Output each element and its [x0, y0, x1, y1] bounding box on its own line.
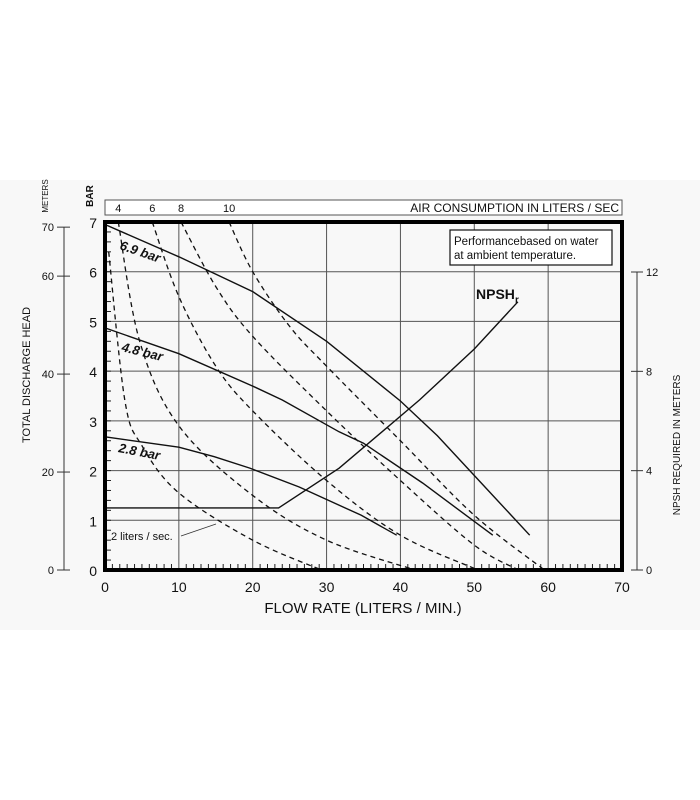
x-tick-label: 50: [466, 579, 482, 595]
x-tick-label: 0: [101, 579, 109, 595]
top-axis-title: AIR CONSUMPTION IN LITERS / SEC: [410, 201, 619, 215]
air-consumption-curve-10: [228, 221, 545, 571]
label-2-liters-leader: [180, 523, 217, 537]
x-tick-label: 30: [319, 579, 335, 595]
air-consumption-curve-2-liters-sec-: [108, 251, 322, 571]
pressure-curve-4-8-bar: [104, 327, 494, 536]
air-consumption-curve-4: [117, 221, 416, 571]
note-line-2: at ambient temperature.: [454, 250, 576, 262]
x-tick-label: 60: [540, 579, 556, 595]
bar-tick-label: 6: [89, 265, 97, 281]
x-tick-label: 70: [614, 579, 630, 595]
label-2-liters-sec: 2 liters / sec.: [111, 531, 173, 543]
x-tick-label: 10: [171, 579, 187, 595]
npsh-tick-label: 8: [646, 366, 652, 378]
air-consumption-curve-6: [151, 221, 479, 571]
air-tick-label: 6: [149, 203, 155, 215]
air-tick-label: 10: [223, 203, 235, 215]
npsh-tick-label: 12: [646, 267, 658, 279]
npsh-tick-label: 0: [646, 565, 652, 577]
meters-tick-label: 20: [42, 467, 54, 479]
air-consumption-curve-8: [180, 221, 519, 571]
note-line-1: Performancebased on water: [454, 236, 599, 248]
bar-tick-label: 4: [89, 364, 97, 380]
plot-frame: [103, 220, 624, 572]
npsh-label: NPSH: [476, 286, 515, 302]
bar-axis-title: BAR: [85, 184, 96, 206]
pressure-curve-6-9-bar: [104, 223, 531, 536]
note-box: [449, 229, 613, 266]
meters-axis-title: TOTAL DISCHARGE HEAD: [21, 307, 33, 443]
meters-tick-label: 0: [48, 565, 54, 577]
x-tick-label: 40: [393, 579, 409, 595]
bar-tick-label: 2: [89, 464, 97, 480]
pressure-curve-2-8-bar: [104, 436, 398, 536]
bar-tick-label: 3: [89, 414, 97, 430]
air-tick-label: 8: [178, 203, 184, 215]
bar-tick-label: 7: [89, 215, 97, 231]
air-tick-label: 4: [115, 203, 121, 215]
meters-tick-label: 60: [42, 271, 54, 283]
right-axis-title: NPSH REQUIRED IN METERS: [672, 374, 683, 515]
npsh-subscript: r: [515, 295, 519, 306]
air-consumption-axis: [104, 199, 623, 216]
meters-units-label: METERS: [41, 179, 50, 212]
npsh-tick-label: 4: [646, 466, 652, 478]
npsh-curve: [105, 301, 519, 509]
x-tick-label: 20: [245, 579, 261, 595]
meters-tick-label: 40: [42, 369, 54, 381]
x-axis-title: FLOW RATE (LITERS / MIN.): [264, 600, 461, 617]
meters-tick-label: 70: [42, 222, 54, 234]
bar-tick-label: 0: [89, 563, 97, 579]
bar-tick-label: 1: [89, 513, 97, 529]
bar-tick-label: 5: [89, 314, 97, 330]
marks: [103, 220, 624, 572]
